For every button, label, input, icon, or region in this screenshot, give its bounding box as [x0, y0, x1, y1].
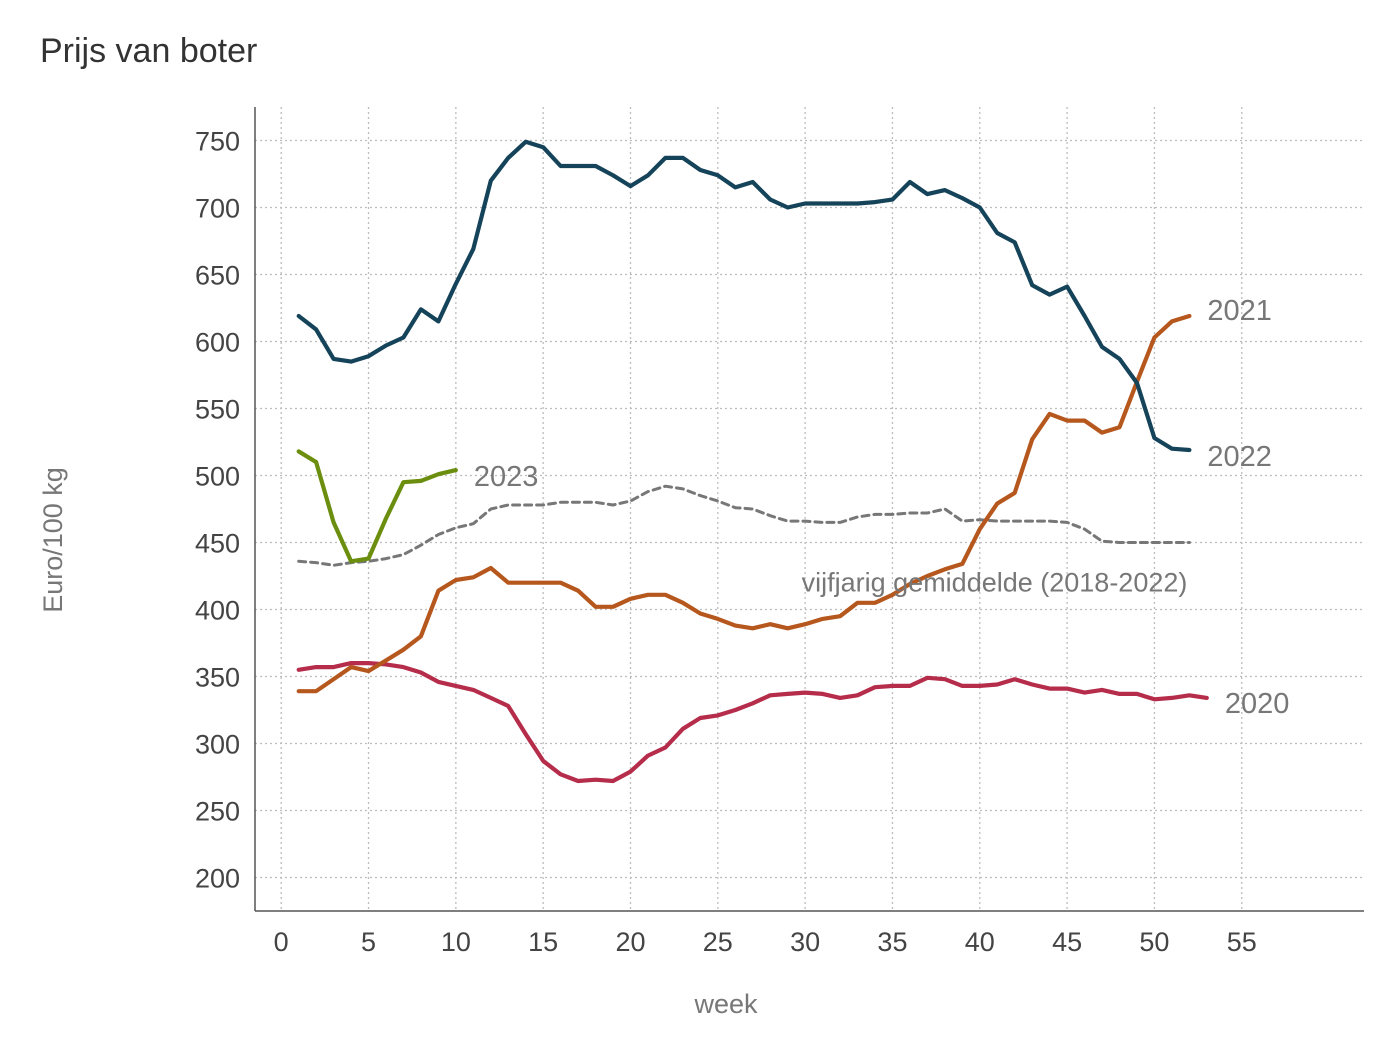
y-tick-label: 750	[195, 127, 240, 157]
x-tick-label: 30	[790, 927, 820, 957]
y-tick-label: 200	[195, 864, 240, 894]
x-tick-label: 5	[361, 927, 376, 957]
x-tick-label: 45	[1052, 927, 1082, 957]
series-label: vijfjarig gemiddelde (2018-2022)	[802, 568, 1188, 598]
x-tick-label: 25	[703, 927, 733, 957]
y-tick-label: 350	[195, 663, 240, 693]
x-tick-label: 55	[1227, 927, 1257, 957]
x-tick-label: 0	[274, 927, 289, 957]
series-label: 2023	[474, 461, 539, 493]
chart-title: Prijs van boter	[40, 32, 258, 70]
x-tick-label: 10	[441, 927, 471, 957]
series-label: 2022	[1207, 441, 1272, 473]
y-axis-title: Euro/100 kg	[38, 467, 68, 613]
gridlines	[255, 107, 1364, 911]
x-tick-label: 15	[528, 927, 558, 957]
series-line-2020	[296, 660, 1209, 784]
series-labels: 2021 2022 2023 2020 vijfjarig gemiddelde (20…	[474, 295, 1289, 720]
x-axis-title: week	[693, 989, 758, 1019]
series-label: 2020	[1225, 688, 1290, 720]
y-tick-label: 700	[195, 194, 240, 224]
y-tick-label: 250	[195, 797, 240, 827]
series-line-2023	[296, 449, 458, 564]
axes	[254, 107, 1364, 912]
y-tick-label: 450	[195, 529, 240, 559]
x-tick-label: 50	[1139, 927, 1169, 957]
y-tick-label: 550	[195, 395, 240, 425]
x-tick-label: 20	[615, 927, 645, 957]
y-tick-label: 600	[195, 328, 240, 358]
x-tick-label: 40	[965, 927, 995, 957]
series-lines	[296, 139, 1209, 784]
series-line-2021	[296, 313, 1192, 694]
tick-labels: 200 250 300 350 400 450 500 550 600 650 700 750 0 5 10…	[195, 127, 1257, 958]
y-tick-label: 300	[195, 730, 240, 760]
y-tick-label: 650	[195, 261, 240, 291]
series-line-2022	[296, 139, 1192, 453]
x-tick-label: 35	[877, 927, 907, 957]
series-label: 2021	[1207, 295, 1272, 327]
series-line-vijfjarig-gemiddelde-2018-2022	[297, 484, 1191, 567]
y-tick-label: 400	[195, 596, 240, 626]
y-tick-label: 500	[195, 462, 240, 492]
